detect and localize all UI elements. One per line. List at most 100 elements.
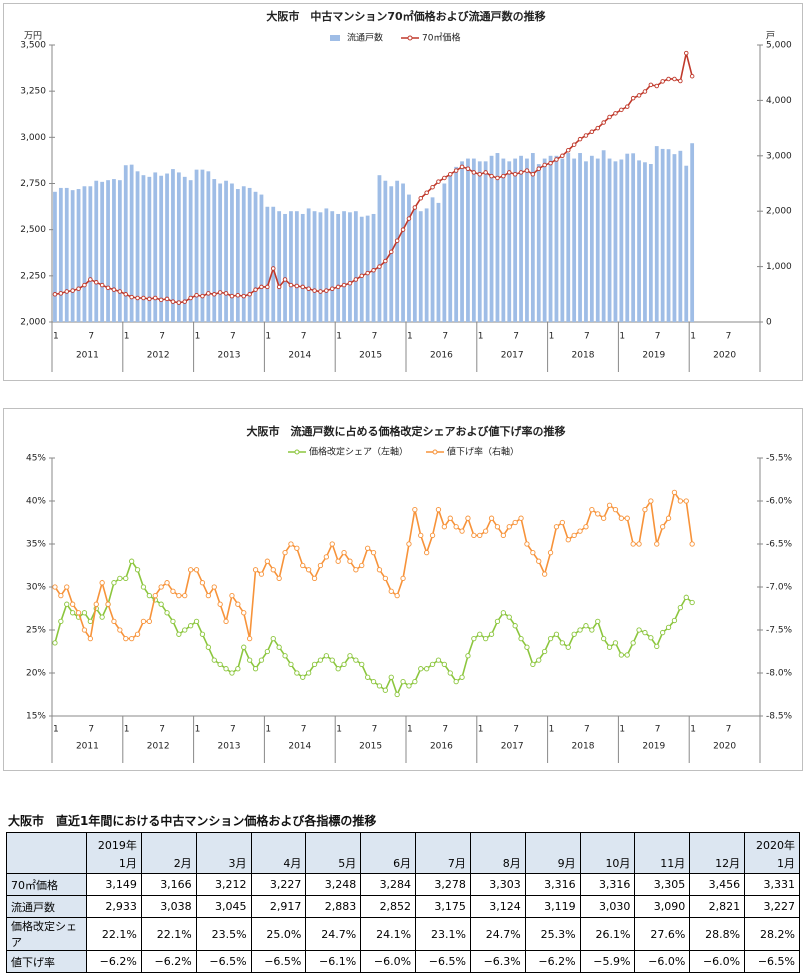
point-marker [571, 142, 577, 147]
header-month: 2月 [173, 857, 192, 870]
table-cell: 24.1% [360, 917, 417, 951]
point-marker [211, 657, 217, 663]
table-cell: −6.5% [250, 950, 307, 973]
x-group-label: 2020 [713, 742, 736, 752]
bar [584, 161, 588, 322]
point-marker [364, 674, 371, 680]
data-table: 2019年 1月 2月 3月 4月 5月 6月 7月 8月 9月 10月 11月 12月 2020年 1月 … [6, 832, 800, 973]
point-marker [459, 674, 465, 680]
bar [106, 180, 110, 322]
bar [135, 171, 140, 322]
point-marker [595, 618, 601, 625]
point-marker [548, 160, 553, 166]
point-marker [52, 292, 58, 297]
point-marker [365, 270, 370, 276]
point-marker [400, 227, 406, 232]
point-marker [329, 657, 335, 663]
bar [595, 158, 600, 322]
point-marker [93, 280, 99, 285]
table-cell: 3,331 [744, 873, 800, 896]
point-marker [241, 644, 247, 650]
bar [460, 161, 464, 322]
bar [560, 158, 565, 322]
x-tick-label: 7 [584, 725, 590, 735]
point-marker [188, 295, 193, 301]
point-marker [624, 515, 630, 521]
point-marker [117, 575, 123, 582]
point-marker [164, 296, 170, 302]
y2-tick-label: 0 [766, 318, 772, 328]
point-marker [577, 136, 583, 142]
point-marker [630, 95, 636, 101]
bar [513, 158, 518, 322]
header-cell: 7月 [415, 832, 471, 874]
bar [230, 183, 234, 322]
y2-tick-label: -5.5% [766, 454, 793, 464]
bar [401, 183, 405, 322]
bar [572, 158, 577, 322]
bar [241, 186, 246, 322]
point-marker [418, 196, 424, 201]
series-line [54, 559, 693, 697]
bar [353, 211, 358, 322]
point-marker [542, 648, 548, 655]
bar [613, 161, 618, 322]
bar [643, 162, 647, 322]
point-marker [571, 631, 577, 637]
bar [383, 180, 388, 322]
point-marker [618, 652, 624, 658]
point-marker [683, 594, 689, 600]
point-marker [70, 610, 76, 616]
point-marker [666, 76, 671, 82]
header-month: 6月 [393, 857, 412, 870]
point-marker [70, 601, 76, 607]
point-marker [494, 524, 501, 530]
point-marker [601, 635, 607, 642]
point-marker [247, 292, 252, 297]
point-marker [170, 618, 176, 625]
point-marker [553, 524, 560, 530]
point-marker [253, 287, 258, 292]
bar [318, 212, 323, 322]
point-marker [388, 674, 394, 680]
bar [153, 172, 158, 322]
legend-label: 70㎡価格 [422, 32, 460, 44]
x-tick-label: 7 [88, 332, 94, 342]
bar [359, 216, 364, 322]
point-marker [524, 541, 530, 547]
table-cell: −6.2% [86, 950, 142, 973]
point-marker [624, 652, 630, 658]
header-month: 7月 [447, 857, 466, 870]
bar [277, 211, 282, 322]
point-marker [435, 657, 442, 663]
bar [536, 164, 541, 322]
table-row: 値下げ率 −6.2% −6.2% −6.5% −6.5% −6.1% −6.0% −6.5% −… [6, 950, 800, 973]
point-marker [447, 670, 453, 676]
point-marker [412, 506, 418, 513]
point-marker [477, 172, 483, 177]
point-marker [671, 489, 678, 496]
point-marker [648, 82, 654, 88]
point-marker [612, 506, 619, 513]
y-tick-label: 2,000 [20, 318, 46, 328]
point-marker [176, 631, 182, 637]
header-year: 2019年 [97, 839, 137, 852]
y2-tick-label: 5,000 [766, 41, 792, 51]
table-cell: 2,883 [305, 895, 362, 918]
point-marker [99, 282, 105, 288]
point-marker [76, 286, 81, 292]
x-tick-label: 1 [478, 725, 484, 735]
y2-tick-label: -7.5% [766, 626, 793, 636]
point-marker [193, 567, 200, 573]
y2-tick-label: -6.0% [766, 497, 793, 507]
bar [625, 153, 630, 322]
point-marker [571, 532, 577, 539]
x-tick-label: 7 [655, 332, 661, 342]
point-marker [524, 168, 530, 173]
bar [412, 205, 417, 322]
header-cell: 4月 [250, 832, 307, 874]
point-marker [170, 588, 176, 594]
point-marker [542, 162, 547, 168]
point-marker [394, 691, 400, 698]
